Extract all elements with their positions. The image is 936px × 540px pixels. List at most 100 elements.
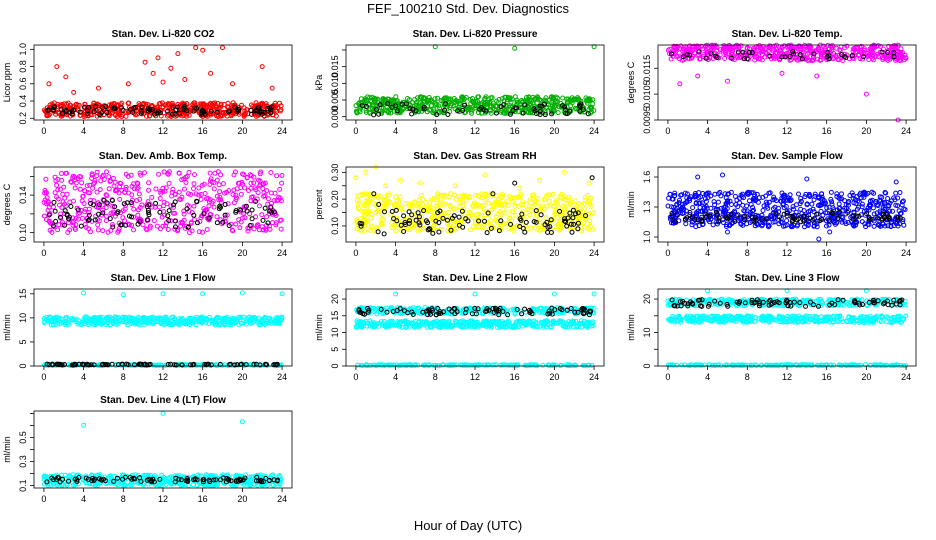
data-point [100, 172, 106, 178]
data-point [278, 226, 284, 232]
data-point [574, 203, 580, 209]
data-point [535, 200, 541, 206]
data-point [220, 181, 226, 187]
data-point [586, 198, 592, 204]
data-point [445, 228, 451, 234]
y-tick-label: 1.3 [642, 201, 652, 214]
data-point [125, 81, 131, 87]
data-point [797, 201, 803, 207]
data-point [146, 113, 152, 119]
data-point [382, 209, 387, 215]
data-point [407, 106, 413, 112]
data-point [211, 180, 217, 186]
x-tick-label: 12 [470, 248, 480, 258]
data-point [399, 101, 405, 107]
x-tick-label: 0 [41, 248, 46, 258]
data-point [715, 212, 720, 218]
data-point [771, 46, 776, 52]
data-point [398, 177, 404, 183]
data-point [98, 110, 104, 116]
data-point [172, 111, 178, 117]
data-point [100, 207, 105, 213]
data-point [260, 217, 266, 223]
data-point [191, 181, 197, 187]
data-point [248, 185, 254, 191]
data-point [798, 196, 804, 201]
data-point [846, 199, 852, 204]
data-point [437, 105, 443, 111]
data-point [151, 218, 157, 224]
data-point [899, 199, 905, 205]
data-point [528, 109, 534, 115]
data-point [865, 221, 871, 227]
data-point [431, 196, 437, 202]
data-point [150, 70, 156, 76]
data-point [226, 223, 232, 229]
y-axis-label: kPa [314, 75, 324, 91]
data-point [669, 51, 675, 57]
data-point [575, 220, 581, 226]
data-point [669, 196, 675, 202]
data-point [447, 203, 453, 208]
data-point [481, 203, 487, 208]
data-point [490, 191, 496, 197]
data-point [682, 200, 688, 206]
data-point [695, 174, 701, 180]
data-point [811, 51, 817, 57]
data-point [183, 113, 189, 119]
data-point [383, 183, 389, 189]
data-point [125, 100, 131, 106]
panel-title: Stan. Dev. Sample Flow [731, 151, 843, 162]
data-point [196, 185, 202, 191]
data-point [126, 221, 132, 227]
data-point [418, 192, 424, 198]
data-point [62, 222, 68, 228]
data-point [828, 196, 834, 202]
data-point [865, 205, 871, 211]
data-point [264, 103, 270, 109]
data-point [169, 193, 175, 199]
data-point [448, 96, 454, 102]
data-point [119, 187, 125, 193]
data-point [129, 214, 134, 220]
panel-title: Stan. Dev. Amb. Box Temp. [99, 151, 227, 162]
data-point [582, 206, 588, 212]
data-point [68, 179, 74, 185]
data-point [886, 43, 892, 49]
data-point [874, 202, 880, 208]
data-point [697, 56, 703, 62]
data-point [766, 224, 771, 230]
data-point [581, 201, 587, 207]
data-point [51, 322, 57, 328]
data-point [697, 205, 703, 210]
data-point [851, 222, 856, 228]
data-point [818, 57, 824, 63]
data-point [96, 211, 101, 217]
data-point [891, 54, 897, 60]
data-point [854, 213, 860, 219]
data-point [204, 227, 210, 232]
data-point [254, 109, 260, 115]
data-point [797, 52, 803, 58]
data-point [543, 215, 549, 220]
data-point [470, 202, 476, 208]
data-point [96, 202, 102, 208]
data-point [216, 197, 222, 203]
y-tick-label: 0.0105 [642, 80, 652, 108]
x-tick-label: 20 [237, 372, 247, 382]
data-point [571, 221, 577, 227]
data-point [353, 103, 359, 109]
data-point [369, 94, 375, 100]
data-point [787, 54, 793, 59]
data-point [176, 189, 182, 195]
data-point [435, 210, 441, 216]
data-point [200, 47, 206, 53]
data-point [784, 218, 790, 224]
data-point [696, 223, 702, 229]
data-point [902, 207, 908, 213]
data-point [567, 202, 573, 208]
data-point [451, 213, 457, 219]
data-point [725, 78, 730, 84]
x-tick-label: 12 [158, 248, 168, 258]
